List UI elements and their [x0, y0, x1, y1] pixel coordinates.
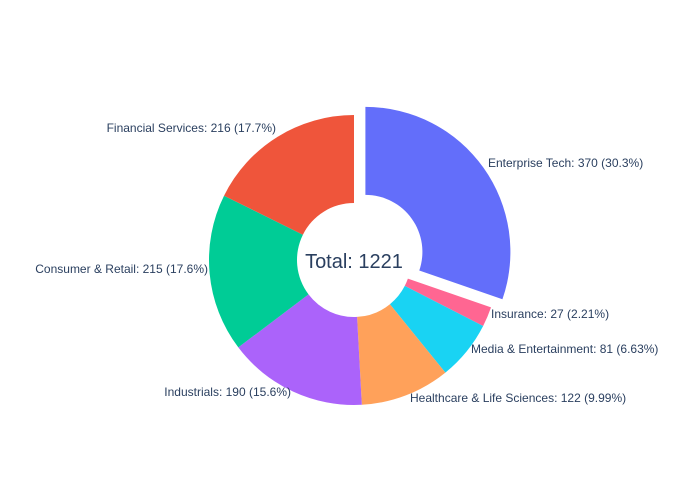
slice-label-media-and-entertainment: Media & Entertainment: 81 (6.63%) [471, 342, 658, 356]
slice-label-financial-services: Financial Services: 216 (17.7%) [107, 121, 276, 135]
slice-label-consumer-and-retail: Consumer & Retail: 215 (17.6%) [35, 262, 208, 276]
slice-label-enterprise-tech: Enterprise Tech: 370 (30.3%) [488, 156, 643, 170]
slice-label-healthcare-and-life-sciences: Healthcare & Life Sciences: 122 (9.99%) [410, 391, 626, 405]
donut-center-total: Total: 1221 [305, 251, 403, 273]
slice-label-industrials: Industrials: 190 (15.6%) [164, 385, 291, 399]
slice-label-insurance: Insurance: 27 (2.21%) [491, 307, 609, 321]
